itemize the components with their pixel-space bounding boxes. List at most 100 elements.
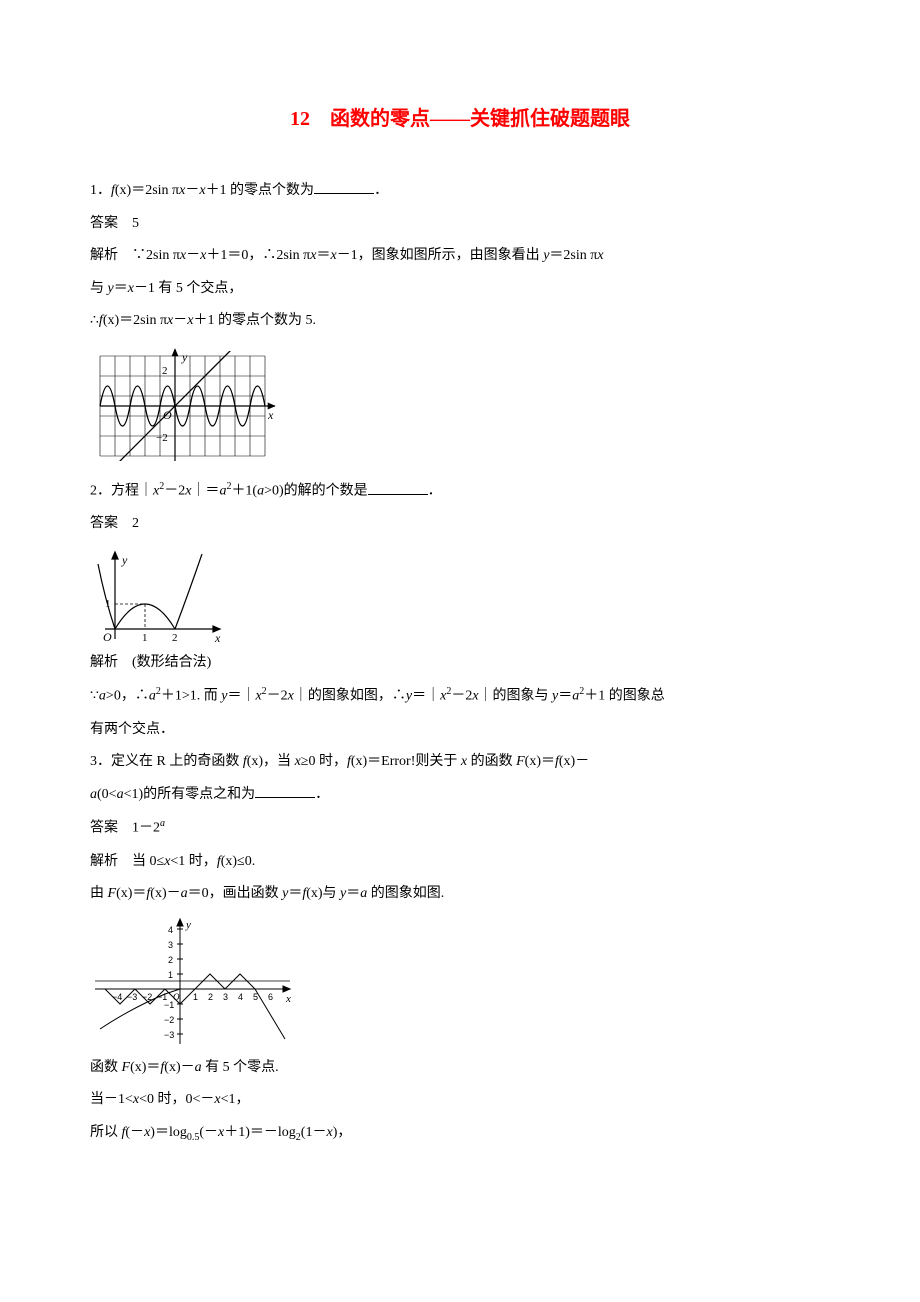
figure-3: y x 4 3 2 1 −1 −2 −3 −4 −3 −2 −1 O 1 2 3…: [90, 914, 830, 1049]
axis-y-label: y: [121, 553, 128, 567]
axis-x-label: x: [214, 631, 221, 644]
value: 2: [132, 516, 139, 531]
explanation-3d: 当－1<x<0 时，0<－x<1，: [90, 1087, 830, 1114]
origin: O: [103, 630, 112, 644]
text: ＝: [316, 248, 330, 263]
xtick-1: 1: [142, 632, 148, 644]
text: (x)＝2sin π: [103, 313, 167, 328]
svg-text:−3: −3: [127, 992, 137, 1002]
text: (0<: [97, 787, 117, 802]
text: －2: [267, 689, 288, 704]
axis-x-label: x: [285, 993, 291, 1005]
text: ＝: [288, 886, 302, 901]
explanation-1a: 解析 ∵2sin πx－x＋1＝0，∴2sin πx＝x－1，图象如图所示，由图…: [90, 243, 830, 270]
explanation-2c: 有两个交点．: [90, 717, 830, 744]
text: 当－1<: [90, 1092, 133, 1107]
answer-1: 答案 5: [90, 211, 830, 238]
text: (x)与: [306, 886, 340, 901]
text: ＝: [558, 689, 572, 704]
sub: 0.5: [187, 1132, 200, 1143]
text: (x)＝: [116, 886, 146, 901]
text: ＋1(: [231, 484, 257, 499]
sup: a: [160, 818, 165, 829]
text: (－: [199, 1125, 218, 1140]
label: 答案: [90, 216, 132, 231]
explanation-3c: 函数 F(x)＝f(x)－a 有 5 个零点.: [90, 1055, 830, 1082]
text: ＝: [114, 281, 128, 296]
text: 的函数: [467, 754, 516, 769]
problem-2: 2．方程｜x2－2x｜＝a2＋1(a>0)的解的个数是．: [90, 477, 830, 505]
text: 有 5 个零点.: [202, 1060, 279, 1075]
text: <1 时，: [170, 854, 216, 869]
text: <1)的所有零点之和为: [124, 787, 256, 802]
xtick-2: 2: [172, 632, 178, 644]
text: ＝2sin π: [549, 248, 597, 263]
text: －1 有 5 个交点，: [134, 281, 243, 296]
explanation-3a: 解析 当 0≤x<1 时，f(x)≤0.: [90, 849, 830, 876]
answer-blank: [314, 179, 374, 194]
var-a: a: [149, 689, 156, 704]
svg-text:−2: −2: [164, 1015, 174, 1025]
var-F: F: [122, 1060, 131, 1075]
explanation-1c: ∴f(x)＝2sin πx－x＋1 的零点个数为 5.: [90, 308, 830, 335]
svg-text:−1: −1: [157, 992, 167, 1002]
text: ＋1 的图象总: [584, 689, 665, 704]
text: >0，∴: [106, 689, 149, 704]
text: ＝｜: [227, 689, 255, 704]
svg-text:4: 4: [238, 992, 243, 1002]
text: ＝0，画出函数: [188, 886, 283, 901]
text: ＋1 的零点个数为: [206, 183, 315, 198]
answer-blank: [368, 480, 428, 495]
explanation-3b: 由 F(x)＝f(x)－a＝0，画出函数 y＝f(x)与 y＝a 的图象如图.: [90, 881, 830, 908]
text: (x)＝2sin π: [115, 183, 179, 198]
text: 2．方程｜: [90, 484, 153, 499]
axis-y-label: y: [181, 350, 188, 364]
text: )＝log: [150, 1125, 187, 1140]
text: (x)＝: [130, 1060, 160, 1075]
var-a: a: [195, 1060, 202, 1075]
label: 答案: [90, 516, 132, 531]
figure-2: y x O 1 1 2: [90, 544, 830, 644]
text: >0)的解的个数是: [264, 484, 368, 499]
problem-3b: a(0<a<1)的所有零点之和为．: [90, 782, 830, 809]
text: ＋1)＝－log: [224, 1125, 296, 1140]
text: <0 时，0<－: [139, 1092, 214, 1107]
text: ＋1＝0，∴2sin π: [206, 248, 310, 263]
text: 3．定义在 R 上的奇函数: [90, 754, 243, 769]
value: 1－2: [132, 821, 160, 836]
var-a: a: [181, 886, 188, 901]
svg-text:O: O: [173, 992, 180, 1002]
text: (x)＝: [525, 754, 555, 769]
page-title: 12 函数的零点——关键抓住破题题眼: [90, 100, 830, 138]
text: －2: [164, 484, 185, 499]
var-a: a: [90, 787, 97, 802]
explanation-2a: 解析 (数形结合法): [90, 650, 830, 677]
problem-3: 3．定义在 R 上的奇函数 f(x)，当 x≥0 时，f(x)＝Error!则关…: [90, 749, 830, 776]
svg-text:3: 3: [168, 940, 173, 950]
text: －: [186, 248, 200, 263]
svg-text:4: 4: [168, 925, 173, 935]
text: 的图象如图.: [367, 886, 444, 901]
svg-text:6: 6: [268, 992, 273, 1002]
svg-text:2: 2: [208, 992, 213, 1002]
var-F: F: [108, 886, 117, 901]
text: )，: [333, 1125, 352, 1140]
text: 函数: [90, 1060, 122, 1075]
text: －: [185, 183, 199, 198]
text: ｜＝: [191, 484, 219, 499]
svg-text:2: 2: [168, 955, 173, 965]
text: 与: [90, 281, 108, 296]
value: 5: [132, 216, 139, 231]
text: (x)＝Error!则关于: [351, 754, 461, 769]
text: 解析 ∵2sin π: [90, 248, 180, 263]
text: ｜的图象如图，∴: [294, 689, 406, 704]
svg-text:−2: −2: [142, 992, 152, 1002]
text: (x)≤0.: [221, 854, 256, 869]
var-F: F: [516, 754, 525, 769]
tick-2: 2: [162, 365, 168, 377]
svg-text:1: 1: [168, 970, 173, 980]
text: ∴: [90, 313, 99, 328]
text: ＝｜: [412, 689, 440, 704]
text: －: [173, 313, 187, 328]
answer-3: 答案 1－2a: [90, 814, 830, 842]
